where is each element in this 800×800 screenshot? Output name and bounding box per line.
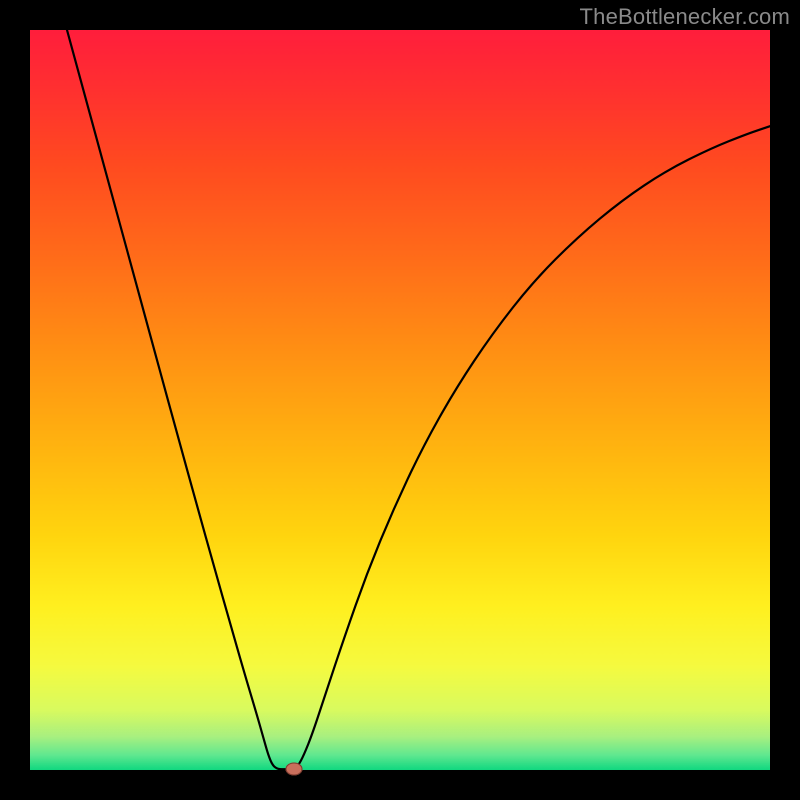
optimal-point-marker: [286, 762, 303, 775]
attribution-label: TheBottlenecker.com: [580, 4, 790, 30]
chart-frame: TheBottlenecker.com: [0, 0, 800, 800]
gradient-background: [30, 30, 770, 770]
plot-area: [30, 30, 770, 770]
